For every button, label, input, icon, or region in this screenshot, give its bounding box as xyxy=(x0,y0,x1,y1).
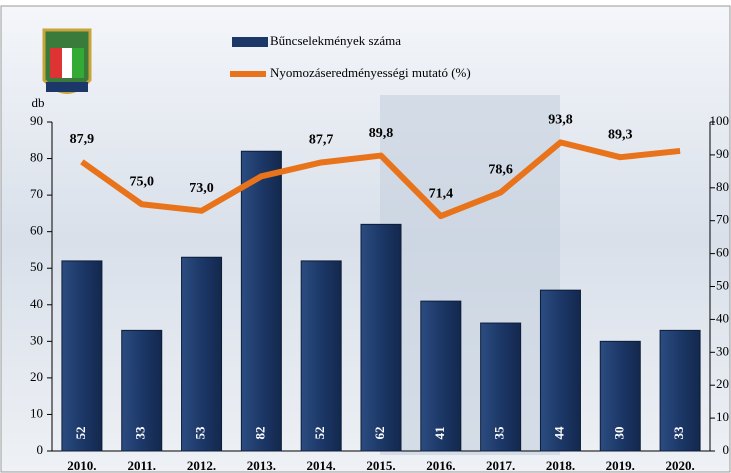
x-tick-label: 2020. xyxy=(665,458,694,473)
y2-tick-label: 80 xyxy=(716,179,729,194)
x-tick-label: 2013. xyxy=(247,458,276,473)
line-label: 89,3 xyxy=(608,127,633,142)
x-tick-label: 2017. xyxy=(486,458,515,473)
bar-label: 82 xyxy=(252,427,267,440)
y-tick-label: 0 xyxy=(37,442,44,457)
legend-label: Nyomozáseredményességi mutató (%) xyxy=(270,65,471,80)
bar-label: 52 xyxy=(312,427,327,440)
y-tick-label: 80 xyxy=(30,150,43,165)
bar xyxy=(360,223,402,452)
bar-label: 30 xyxy=(611,427,626,440)
bar-label: 44 xyxy=(551,426,566,440)
y-tick-label: 30 xyxy=(30,332,43,347)
legend: Bűncselekmények száma Nyomozáseredményes… xyxy=(230,33,471,80)
line-label: 89,8 xyxy=(369,126,394,141)
bar-label: 62 xyxy=(372,427,387,440)
bar-label: 52 xyxy=(73,427,88,440)
y-tick-label: 20 xyxy=(30,369,43,384)
bar-label: 35 xyxy=(492,426,507,440)
y2-tick-label: 10 xyxy=(716,409,729,424)
x-tick-label: 2015. xyxy=(366,458,395,473)
line-label: 73,0 xyxy=(189,181,214,196)
bar xyxy=(599,340,641,452)
y2-tick-label: 50 xyxy=(716,277,729,292)
y-tick-label: 50 xyxy=(30,259,43,274)
bar xyxy=(659,329,701,452)
bar xyxy=(420,300,462,452)
bar xyxy=(61,260,103,452)
bar xyxy=(539,289,581,452)
y-tick-label: 60 xyxy=(30,223,43,238)
x-tick-label: 2012. xyxy=(187,458,216,473)
y2-tick-label: 40 xyxy=(716,310,729,325)
x-tick-label: 2018. xyxy=(546,458,575,473)
y2-tick-label: 20 xyxy=(716,376,729,391)
x-tick-label: 2010. xyxy=(67,458,96,473)
y2-tick-label: 60 xyxy=(716,245,729,260)
legend-swatch xyxy=(232,37,268,47)
line-label: 71,4 xyxy=(429,186,454,201)
bar-label: 33 xyxy=(671,426,686,440)
bar xyxy=(181,256,223,452)
y2-tick-label: 30 xyxy=(716,343,729,358)
line-label: 75,0 xyxy=(129,174,154,189)
x-tick-label: 2011. xyxy=(127,458,156,473)
y-tick-label: 90 xyxy=(30,113,43,128)
bar-label: 53 xyxy=(193,426,208,440)
y2-tick-label: 90 xyxy=(716,146,729,161)
y-tick-label: 40 xyxy=(30,296,43,311)
police-badge xyxy=(42,28,92,94)
bar xyxy=(480,322,522,452)
bar xyxy=(240,150,282,452)
bar-label: 33 xyxy=(133,426,148,440)
y2-tick-label: 100 xyxy=(710,113,730,128)
line xyxy=(80,139,681,220)
y-tick-label: 70 xyxy=(30,186,43,201)
line-label: 87,7 xyxy=(309,133,334,148)
y2-tick-label: 0 xyxy=(723,442,730,457)
y2-tick-label: 70 xyxy=(716,212,729,227)
legend-label: Bűncselekmények száma xyxy=(270,33,401,48)
bar xyxy=(121,329,163,452)
y-axis-title: db xyxy=(32,95,45,110)
x-tick-label: 2014. xyxy=(307,458,336,473)
bar-label: 41 xyxy=(432,427,447,440)
line-label: 78,6 xyxy=(488,163,513,178)
line-label: 87,9 xyxy=(70,132,95,147)
line-label: 93,8 xyxy=(548,113,573,128)
x-tick-label: 2016. xyxy=(426,458,455,473)
building xyxy=(380,95,560,455)
y-tick-label: 10 xyxy=(30,405,43,420)
x-tick-label: 2019. xyxy=(606,458,635,473)
bar xyxy=(300,260,342,452)
